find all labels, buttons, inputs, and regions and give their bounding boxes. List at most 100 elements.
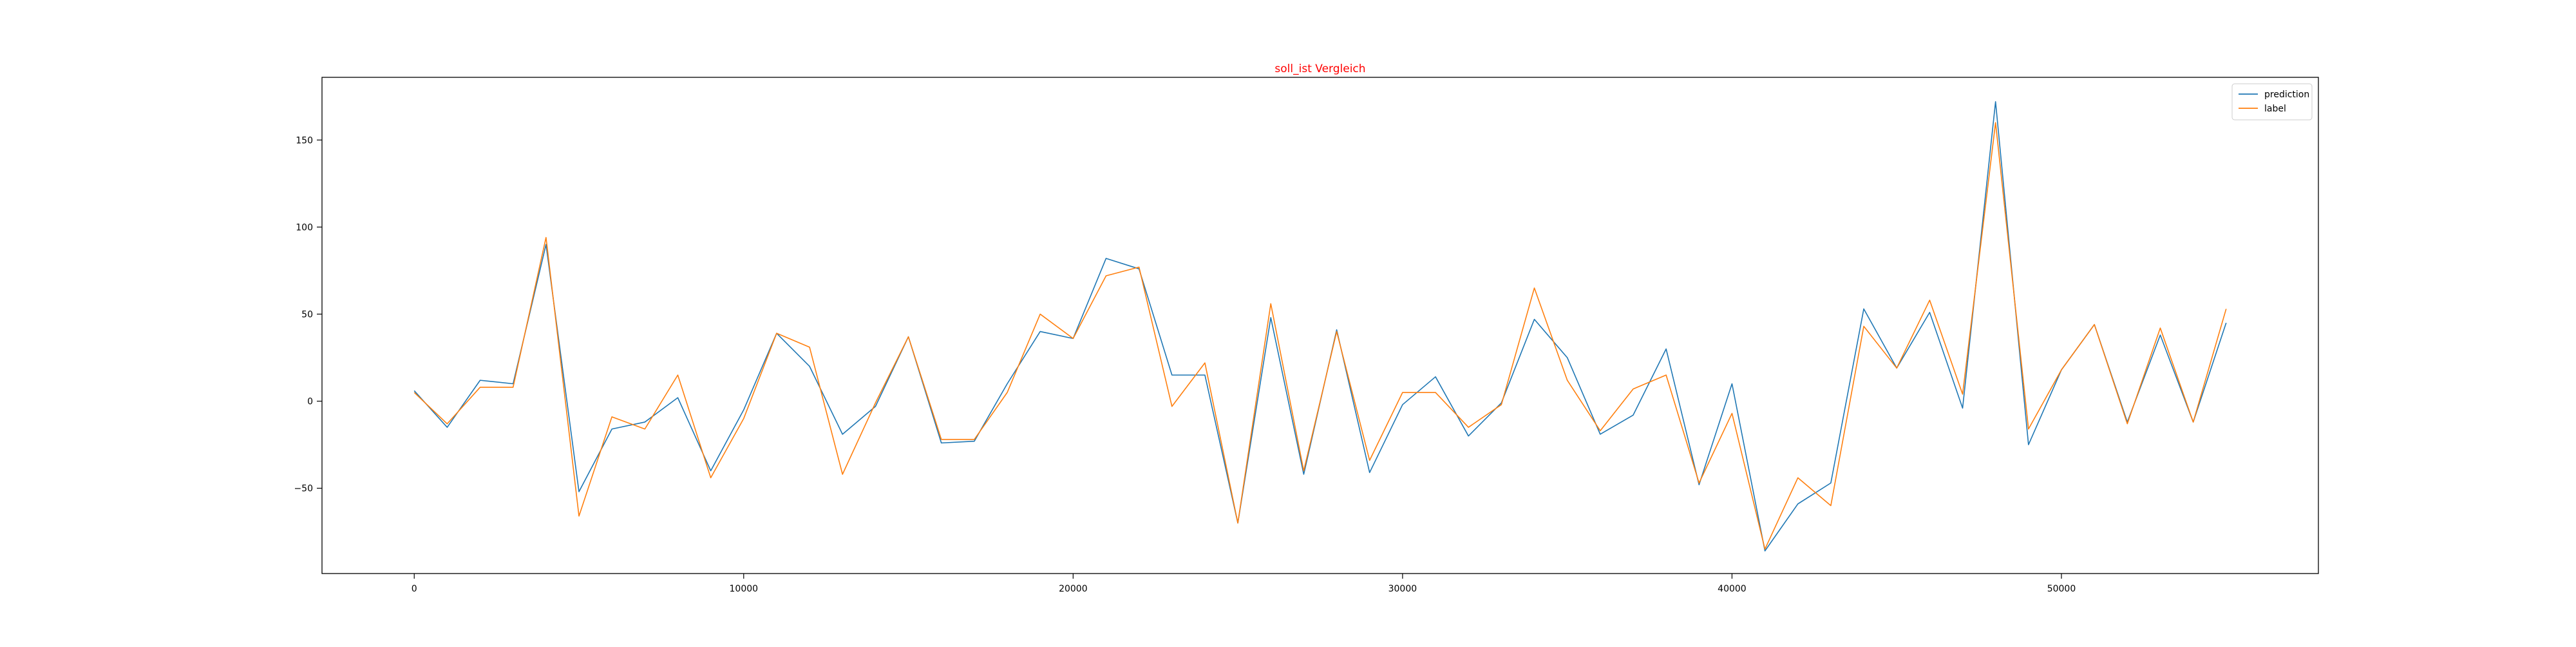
point-prediction-1 [447,427,448,428]
point-prediction-39 [1698,484,1700,485]
point-prediction-19 [1039,331,1041,333]
point-label-52 [2127,423,2128,425]
point-label-20 [1073,338,1074,339]
point-prediction-40 [1732,383,1733,385]
point-label-42 [1797,478,1799,479]
point-prediction-34 [1534,319,1535,320]
point-label-4 [545,237,547,238]
point-label-39 [1698,483,1700,484]
point-prediction-43 [1830,483,1832,484]
point-prediction-47 [1962,408,1964,409]
point-prediction-48 [1995,101,1996,102]
point-label-11 [776,333,777,334]
y-tick-label-3: 100 [296,222,313,233]
plot-frame [321,77,2319,574]
legend-label-label: label [2264,104,2286,114]
x-tick-label-2: 20000 [1059,584,1088,594]
point-label-6 [611,416,612,418]
point-prediction-13 [842,434,843,435]
point-label-50 [2061,369,2062,371]
point-label-47 [1962,394,1964,395]
point-prediction-53 [2160,334,2161,336]
point-prediction-30 [1402,404,1403,405]
point-label-41 [1765,548,1766,550]
point-label-26 [1270,303,1271,304]
point-label-29 [1369,460,1370,461]
point-prediction-8 [677,397,679,398]
series-label [413,122,2227,550]
point-label-37 [1633,389,1634,390]
point-label-55 [2226,309,2227,310]
point-prediction-5 [578,491,580,492]
y-tick-label-4: 150 [296,135,313,146]
y-tick-label-1: 0 [307,397,313,407]
series-group [413,101,2227,552]
point-prediction-24 [1204,374,1206,376]
point-label-2 [480,387,481,388]
point-label-0 [413,392,415,393]
point-prediction-28 [1336,329,1338,331]
point-prediction-17 [974,441,975,442]
legend-box [2231,83,2313,121]
point-prediction-35 [1567,357,1568,358]
point-label-24 [1204,362,1206,363]
point-prediction-49 [2028,444,2029,445]
point-label-22 [1139,267,1140,268]
y-tick-label-0: −50 [294,484,313,494]
point-label-31 [1435,392,1436,393]
point-label-3 [513,387,514,388]
x-tick-label-0: 0 [412,584,417,594]
point-label-40 [1732,413,1733,414]
point-prediction-55 [2226,322,2227,324]
point-label-53 [2160,327,2161,329]
point-prediction-18 [1007,383,1008,385]
point-prediction-26 [1270,317,1271,318]
point-label-23 [1171,406,1173,407]
point-label-12 [809,347,810,348]
point-prediction-9 [710,470,712,472]
point-label-46 [1929,300,1931,301]
point-label-10 [743,418,744,420]
point-label-48 [1995,122,1996,123]
point-label-18 [1007,392,1008,393]
point-label-15 [908,336,909,338]
point-label-14 [875,402,876,403]
point-label-1 [447,423,448,425]
point-label-5 [578,516,580,517]
point-prediction-37 [1633,414,1634,416]
point-label-36 [1600,430,1601,432]
chart-title: soll_ist Vergleich [1274,63,1365,75]
point-label-25 [1237,523,1238,524]
point-label-13 [842,474,843,475]
point-prediction-44 [1863,309,1864,310]
point-label-38 [1665,374,1667,376]
x-tick-label-5: 50000 [2047,584,2076,594]
point-prediction-31 [1435,376,1436,378]
series-line-label [413,122,2227,550]
point-prediction-36 [1600,434,1601,435]
point-prediction-41 [1765,550,1766,552]
y-tick-label-2: 50 [301,309,313,320]
x-tick-label-3: 30000 [1388,584,1417,594]
point-prediction-23 [1171,374,1173,376]
point-prediction-38 [1665,349,1667,350]
point-label-51 [2094,324,2095,325]
point-label-8 [677,374,679,376]
point-label-32 [1468,427,1469,428]
legend-label-prediction: prediction [2264,90,2309,100]
point-prediction-10 [743,409,744,410]
point-prediction-2 [480,380,481,381]
point-prediction-42 [1797,503,1799,505]
point-prediction-32 [1468,436,1469,437]
point-label-33 [1501,404,1502,405]
x-tick-label-4: 40000 [1718,584,1747,594]
point-label-17 [974,439,975,440]
point-label-34 [1534,287,1535,289]
point-label-16 [941,439,942,440]
point-label-7 [645,429,646,430]
point-prediction-0 [413,391,415,392]
point-label-19 [1039,314,1041,315]
point-label-21 [1106,275,1107,276]
